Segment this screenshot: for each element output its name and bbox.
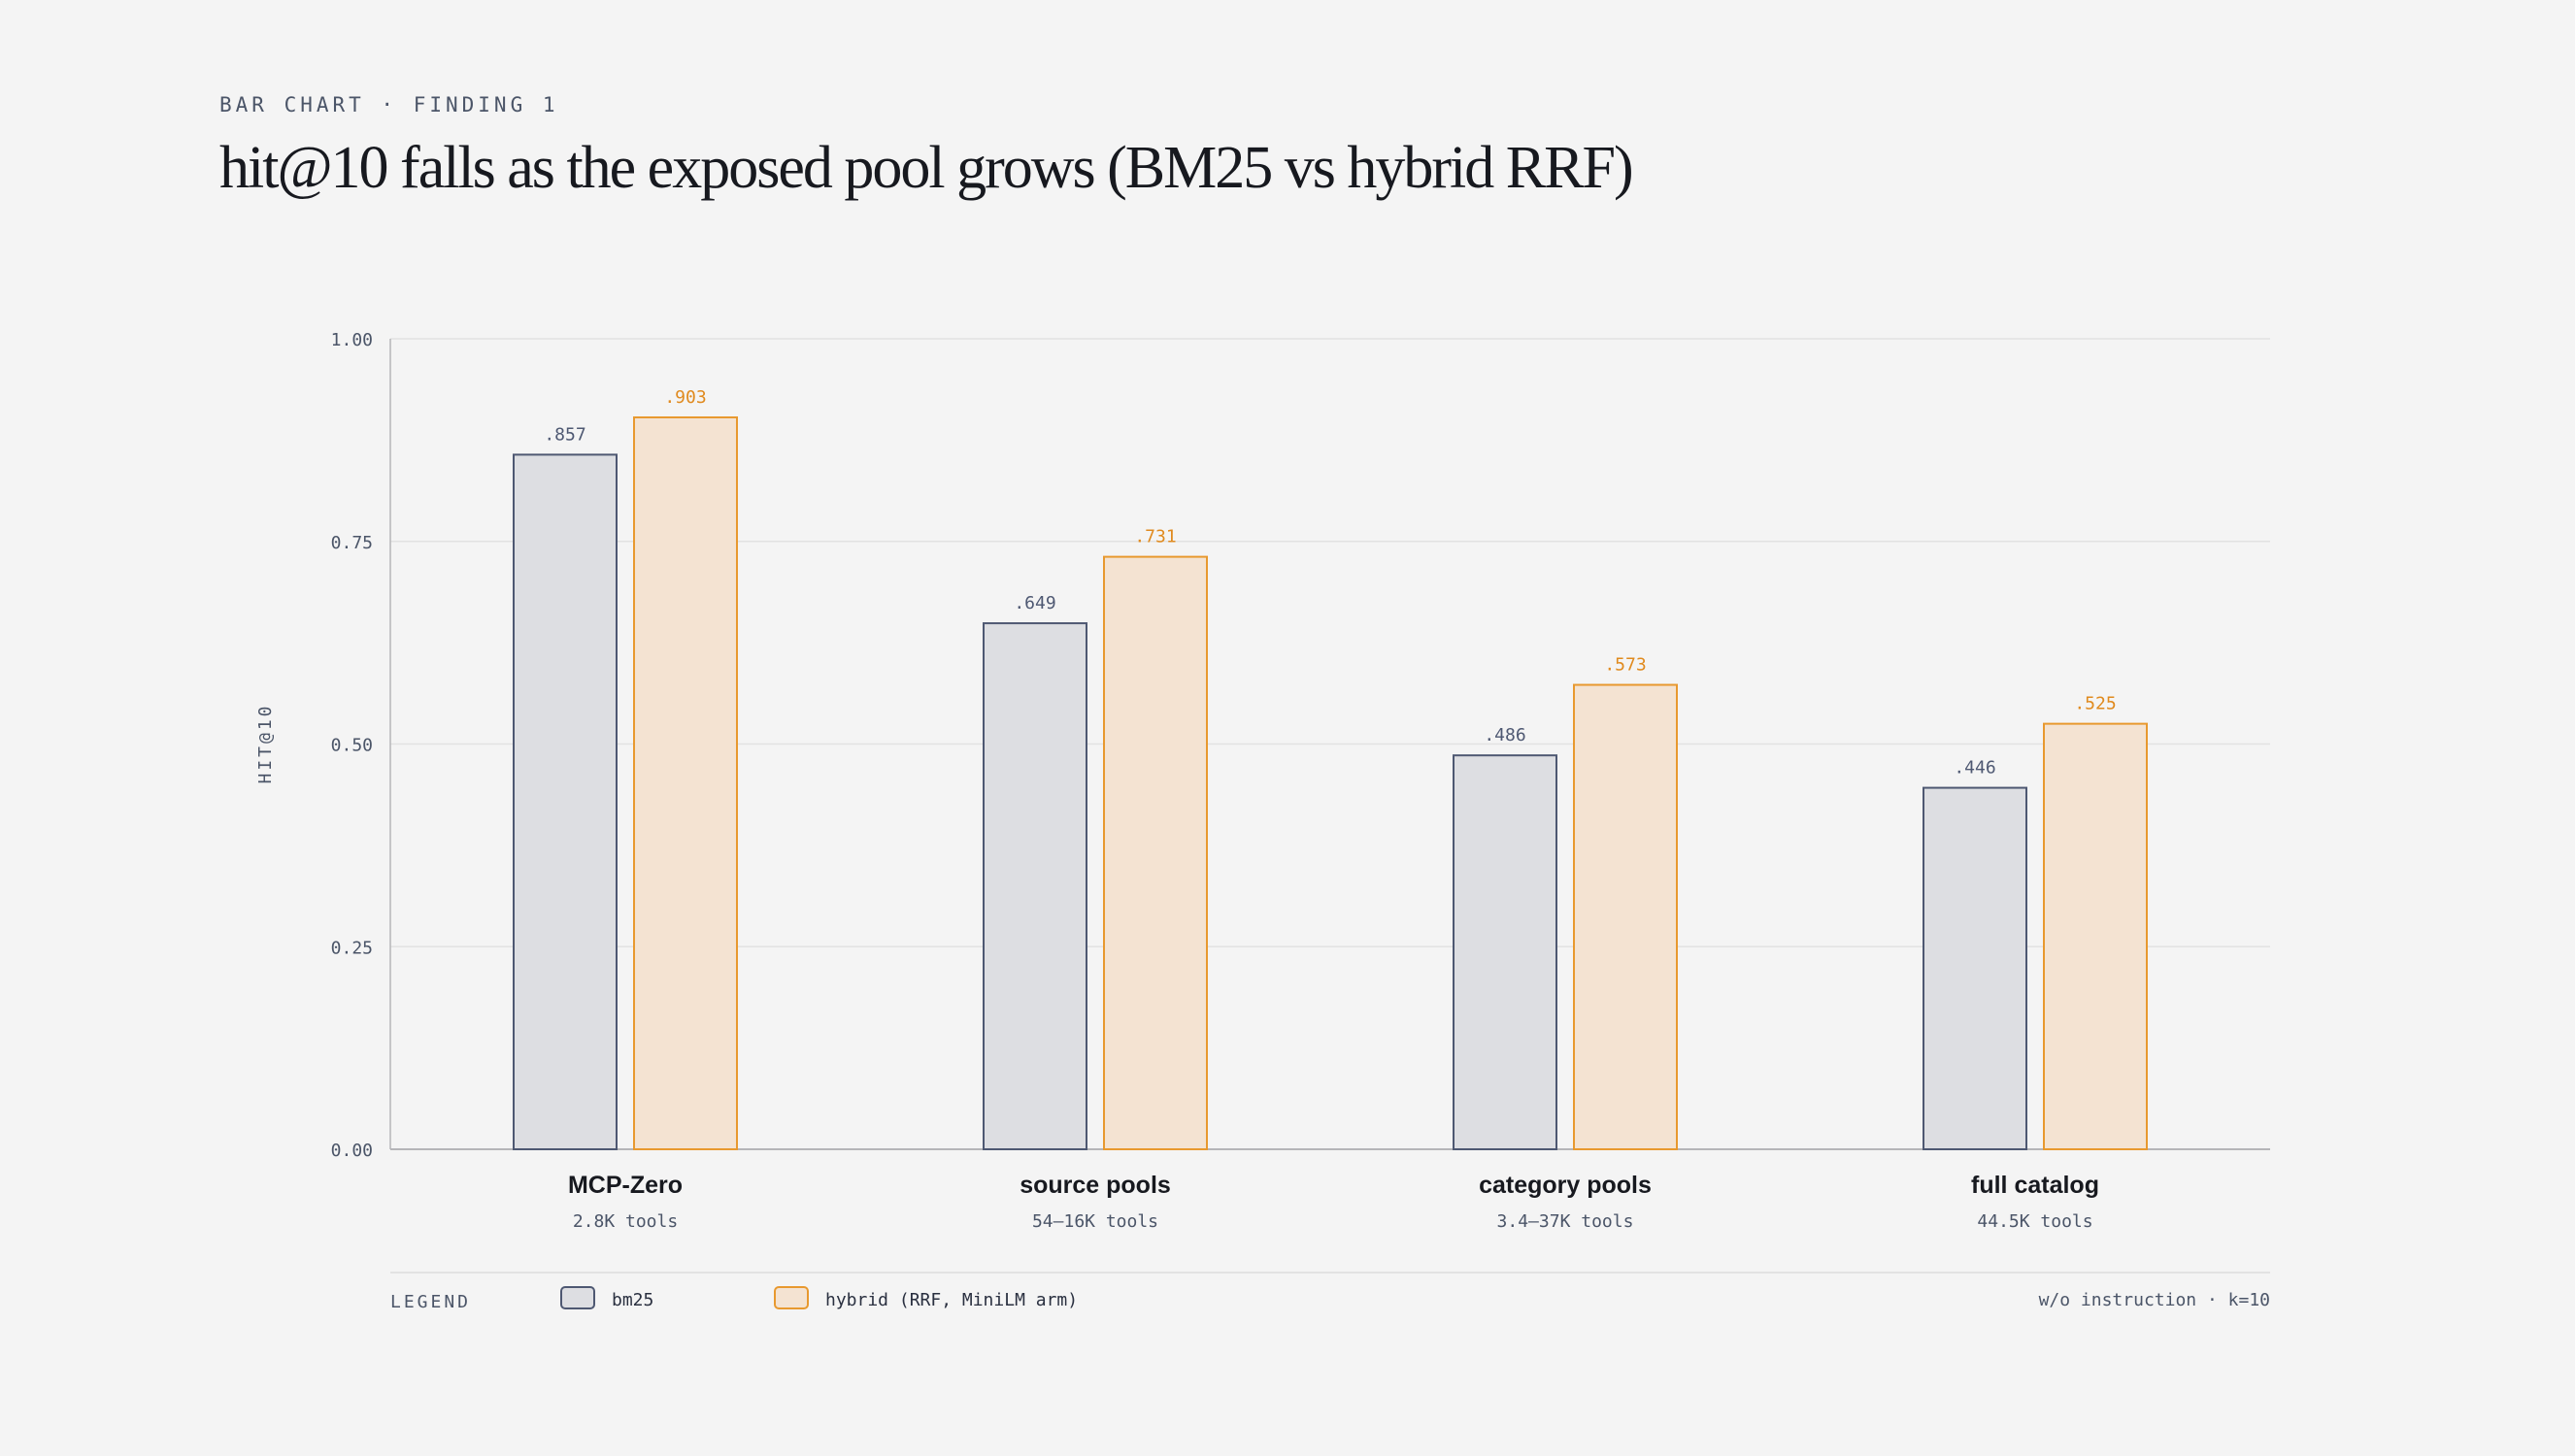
chart-eyebrow: BAR CHART · FINDING 1 [219,93,559,116]
x-category-subtitle: 2.8K tools [573,1211,678,1232]
y-tick-label: 1.00 [331,330,373,350]
bar-hybrid-3 [1573,683,1678,1150]
legend-label-hybrid: hybrid (RRF, MiniLM arm) [825,1290,1078,1310]
y-tick-label: 0.25 [331,938,373,958]
data-label-hybrid: .573 [1604,655,1646,676]
data-label-bm25: .446 [1954,758,1995,778]
bar-hybrid-1 [633,415,738,1150]
bar-bm25-3 [1453,754,1557,1150]
data-label-bm25: .857 [544,424,585,445]
y-axis-title: HIT@10 [255,703,276,783]
y-tick-label: 0.75 [331,533,373,553]
x-category-label: source pools [1020,1172,1171,1199]
legend-swatch-hybrid [774,1286,809,1309]
legend-label-bm25: bm25 [612,1290,653,1310]
bar-hybrid-4 [2043,722,2148,1150]
x-category-subtitle: 54–16K tools [1032,1211,1158,1232]
data-label-bm25: .486 [1484,725,1525,745]
data-label-bm25: .649 [1014,593,1055,613]
x-category-subtitle: 3.4–37K tools [1497,1211,1634,1232]
x-category-label: MCP-Zero [568,1172,683,1199]
bar-bm25-1 [513,453,618,1150]
bar-bm25-4 [1923,786,2027,1151]
data-label-hybrid: .525 [2074,694,2116,714]
x-category-label: full catalog [1971,1172,2099,1199]
bar-bm25-2 [983,622,1087,1150]
legend-note: w/o instruction · k=10 [2039,1290,2270,1310]
data-label-hybrid: .903 [664,387,706,408]
y-tick-label: 0.00 [331,1141,373,1161]
legend-swatch-bm25 [560,1286,595,1309]
chart-title: hit@10 falls as the exposed pool grows (… [219,135,1634,201]
y-tick-label: 0.50 [331,736,373,756]
x-category-label: category pools [1479,1172,1652,1199]
bar-hybrid-2 [1103,555,1208,1150]
x-category-subtitle: 44.5K tools [1977,1211,2092,1232]
data-label-hybrid: .731 [1134,527,1176,547]
legend-title: LEGEND [390,1292,471,1312]
